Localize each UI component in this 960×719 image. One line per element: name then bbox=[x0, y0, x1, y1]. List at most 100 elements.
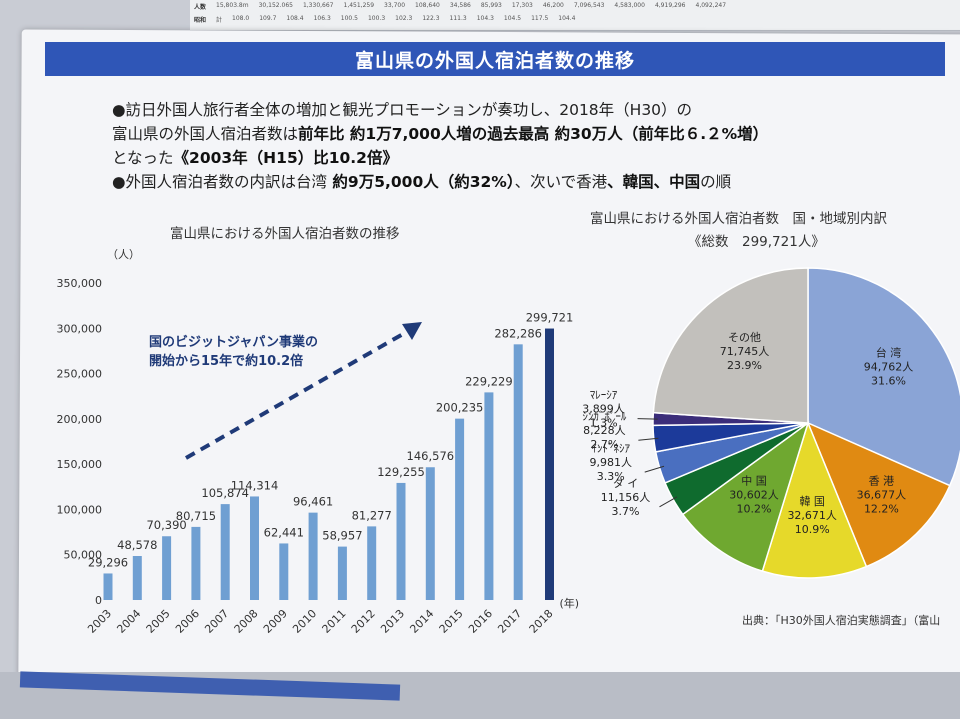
pie-chart-subtitle: 《総数 299,721人》 bbox=[688, 234, 825, 250]
background-table-cell: 1,330,667 bbox=[302, 2, 334, 9]
pie-value-タイ: 11,156人 bbox=[601, 491, 651, 504]
data-label-2011: 58,957 bbox=[322, 529, 362, 543]
bar-chart-title: 富山県における外国人宿泊者数の推移 bbox=[170, 226, 400, 242]
trend-arrow-head bbox=[402, 322, 422, 340]
pie-label-香港: 香 港 bbox=[869, 475, 895, 488]
pie-value-その他: 71,745人 bbox=[720, 345, 770, 358]
background-table-strip: 人数 15,803.8m 30,152.065 1,330,667 1,451,259 3… bbox=[190, 0, 960, 31]
bar-2012 bbox=[367, 526, 377, 600]
pie-slice-香港 bbox=[806, 421, 951, 568]
pie-label-シンガポール: ｼﾝｶﾞﾎﾟｰﾙ bbox=[582, 410, 626, 423]
pie-chart-title: 富山県における外国人宿泊者数 国・地域別内訳 bbox=[590, 211, 887, 227]
trend-annotation-line-2: 開始から15年で約10.2倍 bbox=[149, 353, 303, 369]
background-table-cell: 104.4 bbox=[558, 15, 576, 22]
background-table-cell: 104.5 bbox=[503, 15, 522, 22]
data-label-2013: 129,255 bbox=[377, 465, 425, 479]
pie-percent-中国: 10.2% bbox=[737, 503, 772, 516]
background-table-cell: 111.3 bbox=[449, 15, 467, 22]
background-table-cell: 15,803.8m bbox=[216, 2, 249, 9]
background-table-cell: 30,152.065 bbox=[258, 2, 293, 9]
background-table-cell: 34,586 bbox=[449, 2, 471, 9]
pie-leader-line-シンガポール bbox=[638, 437, 659, 441]
banner-title: 富山県の外国人宿泊者数の推移 bbox=[45, 42, 945, 76]
bar-2008 bbox=[250, 496, 259, 600]
bar-2014 bbox=[425, 467, 435, 600]
background-table-cell: 106.3 bbox=[313, 15, 331, 22]
data-label-2007: 105,874 bbox=[201, 486, 249, 500]
background-table-cell: 1,451,259 bbox=[343, 2, 375, 9]
background-table-cell: 4,919,296 bbox=[654, 2, 686, 9]
pie-label-マレーシア: ﾏﾚｰｼｱ bbox=[590, 389, 618, 402]
background-table-cell: 33,700 bbox=[384, 2, 406, 9]
background-table-cell: 人数 bbox=[194, 4, 207, 11]
background-table-cell: 4,583,000 bbox=[614, 2, 645, 9]
pie-value-シンガポール: 8,228人 bbox=[583, 424, 626, 437]
y-tick-label: 200,000 bbox=[57, 413, 103, 426]
data-label-2018: 299,721 bbox=[526, 311, 574, 325]
y-tick-label: 0 bbox=[95, 594, 102, 607]
y-axis-unit-label: （人） bbox=[107, 248, 140, 261]
pie-value-インドネシア: 9,981人 bbox=[589, 456, 632, 469]
pie-value-中国: 30,602人 bbox=[729, 489, 779, 502]
bar-2015 bbox=[455, 418, 465, 600]
trend-annotation-line-1: 国のビジットジャパン事業の bbox=[149, 334, 318, 350]
pie-label-中国: 中 国 bbox=[741, 475, 767, 488]
bar-2013 bbox=[396, 482, 406, 600]
bullet-line-2-highlight: 前年比 約1万7,000人増の過去最高 約30万人（前年比６.２%増） bbox=[298, 125, 769, 143]
y-tick-label: 350,000 bbox=[57, 277, 103, 290]
data-label-2009: 62,441 bbox=[264, 525, 304, 539]
pie-value-マレーシア: 3,899人 bbox=[582, 403, 625, 416]
bullet-line-4-highlight-2: 、韓国、中国 bbox=[607, 173, 701, 191]
pie-percent-その他: 23.9% bbox=[727, 359, 762, 372]
bullet-line-3-text: となった bbox=[112, 149, 174, 167]
background-table-cell: 108.4 bbox=[286, 15, 304, 22]
bar-2005 bbox=[162, 536, 172, 600]
pie-percent-台湾: 31.6% bbox=[871, 375, 906, 388]
background-table-row: 人数 15,803.8m 30,152.065 1,330,667 1,451,259 3… bbox=[190, 0, 960, 13]
pie-percent-インドネシア: 3.3% bbox=[597, 470, 625, 483]
data-label-2008: 114,314 bbox=[231, 478, 279, 492]
pie-slice-その他 bbox=[652, 267, 809, 424]
bullet-line-1: ●訪日外国人旅行者全体の増加と観光プロモーションが奏功し、2018年（H30）の bbox=[112, 101, 693, 119]
bar-2011 bbox=[337, 546, 347, 600]
background-table-cell: 85,993 bbox=[480, 2, 502, 9]
bullet-text-block: ●訪日外国人旅行者全体の増加と観光プロモーションが奏功し、2018年（H30）の… bbox=[112, 98, 942, 194]
y-tick-label: 100,000 bbox=[57, 503, 103, 516]
pie-label-タイ: タ イ bbox=[613, 477, 639, 490]
x-axis-year-suffix: (年) bbox=[560, 596, 580, 610]
bullet-line-3: となった《2003年（H15）比10.2倍》 bbox=[112, 146, 942, 170]
background-table-cell: 7,096,543 bbox=[573, 2, 605, 9]
background-table-cell: 100.5 bbox=[340, 15, 358, 22]
background-table-cell: 46,200 bbox=[542, 2, 564, 9]
y-tick-label: 150,000 bbox=[57, 458, 103, 471]
background-table-cell: 102.3 bbox=[395, 15, 413, 22]
pie-percent-韓国: 10.9% bbox=[795, 523, 830, 536]
source-note: 出典：「H30外国人宿泊実態調査」（富山 bbox=[742, 614, 941, 627]
data-label-2003: 29,296 bbox=[88, 555, 128, 569]
data-label-2017: 282,286 bbox=[494, 326, 542, 340]
bullet-line-4: ●外国人宿泊者数の内訳は台湾 約9万5,000人（約32%）、次いで香港、韓国、… bbox=[112, 170, 942, 194]
pie-percent-タイ: 3.7% bbox=[612, 505, 640, 518]
pie-value-香港: 36,677人 bbox=[857, 489, 907, 502]
background-table-cell: 122.3 bbox=[422, 15, 440, 22]
background-table-cell: 昭和 bbox=[194, 17, 207, 24]
y-tick-label: 50,000 bbox=[64, 549, 103, 562]
pie-slice-韓国 bbox=[761, 420, 868, 579]
pie-label-韓国: 韓 国 bbox=[799, 495, 825, 508]
background-table-cell: 117.5 bbox=[531, 15, 549, 22]
bar-2018 bbox=[545, 328, 554, 600]
bar-2017 bbox=[513, 344, 523, 600]
background-table-cell: 100.3 bbox=[367, 15, 386, 22]
bar-2003 bbox=[103, 573, 113, 600]
background-table-cell: 17,303 bbox=[511, 2, 533, 9]
bar-2009 bbox=[279, 543, 289, 600]
trend-arrow-line bbox=[185, 328, 411, 460]
data-label-2005: 70,390 bbox=[146, 518, 186, 532]
data-label-2010: 96,461 bbox=[293, 495, 333, 509]
pie-percent-香港: 12.2% bbox=[864, 503, 899, 516]
pie-leader-line-インドネシア bbox=[644, 465, 665, 473]
bullet-line-4-text: ●外国人宿泊者数の内訳は台湾 bbox=[112, 173, 328, 191]
bullet-line-4-text-3: の順 bbox=[700, 173, 732, 191]
